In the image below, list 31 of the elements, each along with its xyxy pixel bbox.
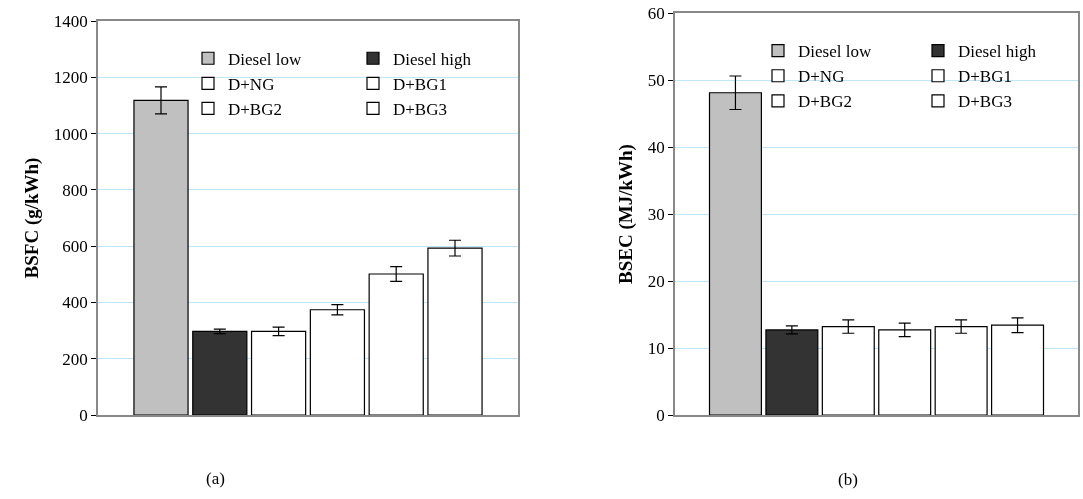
y-axis-title: BSEC (MJ/kWh) — [615, 144, 638, 284]
legend-label: D+BG1 — [958, 67, 1012, 87]
y-tick-label: 0 — [79, 405, 88, 425]
y-tick-label: 0 — [656, 405, 665, 425]
y-tick-label: 10 — [647, 338, 665, 358]
legend-label: D+BG1 — [393, 74, 447, 94]
legend-label: Diesel high — [958, 42, 1037, 62]
y-tick-label: 40 — [647, 137, 665, 157]
legend-label: D+BG3 — [393, 100, 447, 120]
text: (a) — [206, 469, 225, 488]
legend-label: D+BG2 — [798, 92, 852, 112]
y-tick-label: 200 — [62, 349, 88, 369]
legend-label: D+NG — [798, 67, 845, 87]
legend-label: Diesel high — [393, 49, 472, 69]
legend-label: Diesel low — [228, 49, 302, 69]
text: (b) — [838, 470, 858, 489]
legend-label: D+NG — [228, 74, 275, 94]
y-tick-label: 30 — [647, 204, 665, 224]
y-tick-label: 1000 — [53, 124, 88, 144]
y-tick-label: 20 — [647, 271, 665, 291]
y-tick-label: 60 — [647, 3, 665, 23]
y-tick-label: 1400 — [53, 11, 88, 31]
y-tick-label: 600 — [62, 237, 88, 257]
y-tick-label: 1200 — [53, 68, 88, 88]
y-tick-label: 50 — [647, 70, 665, 90]
legend-label: Diesel low — [798, 42, 872, 62]
y-tick-label: 800 — [62, 180, 88, 200]
y-tick-label: 400 — [62, 293, 88, 313]
legend-label: D+BG3 — [958, 92, 1012, 112]
y-axis-title: BSFC (g/kWh) — [21, 157, 44, 279]
legend-label: D+BG2 — [228, 100, 282, 120]
